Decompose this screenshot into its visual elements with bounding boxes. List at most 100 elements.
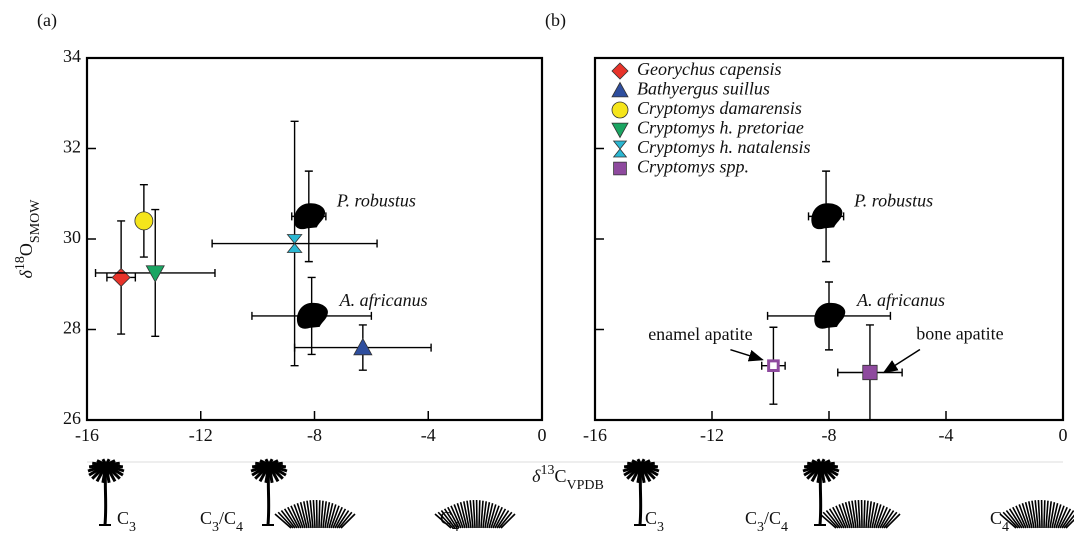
grass-blade [885, 513, 901, 529]
grass-blade [1059, 508, 1072, 529]
grass-blade [469, 500, 474, 529]
grass-blade [324, 502, 331, 529]
grass-blade [453, 504, 464, 529]
legend-marker [613, 161, 627, 176]
hominin-label: P. robustus [336, 191, 416, 211]
grass-blade [450, 505, 462, 529]
legend-marker [612, 140, 628, 158]
x-axis-label-part: δ [532, 466, 541, 486]
grass-blade [1012, 506, 1025, 529]
grass-icon [274, 499, 356, 529]
hominin-skull [814, 302, 846, 329]
vegetation-label-part: 4 [781, 520, 788, 533]
legend-label: Cryptomys h. natalensis [637, 137, 811, 157]
vegetation-label-part: C [117, 508, 129, 528]
grass-blade [871, 503, 879, 529]
grass-blade [328, 504, 337, 529]
x-tick-label: -12 [189, 425, 213, 445]
grass-blade [322, 501, 327, 529]
vegetation-label-part: /C [219, 508, 236, 528]
tree-icon [250, 458, 288, 526]
x-axis-label: δ13CVPDB [532, 463, 604, 493]
grass-blade [318, 500, 321, 529]
panel-label: (a) [37, 10, 57, 31]
legend-marker [611, 122, 629, 139]
hominin-label: P. robustus [853, 191, 933, 211]
vegetation-label-part: 3 [657, 520, 664, 533]
legend-label: Cryptomys damarensis [637, 98, 802, 118]
hominin-skull [294, 203, 326, 230]
hominin-label: A. africanus [339, 290, 428, 310]
grass-blade [819, 513, 837, 529]
grass-blade [883, 511, 898, 529]
x-axis-label-part: 13 [541, 463, 555, 478]
vegetation-label-part: C [645, 508, 657, 528]
y-tick-label: 34 [63, 46, 81, 66]
grass-blade [1061, 510, 1074, 529]
grass-blade [293, 504, 304, 529]
vegetation-label-part: 3 [212, 520, 219, 533]
hominin-skull [811, 203, 843, 230]
legend-label: Cryptomys spp. [637, 157, 749, 177]
point-arrow [730, 348, 764, 362]
grass-blade [287, 506, 300, 529]
grass-blade [463, 501, 470, 529]
grass-blade [484, 502, 491, 529]
grass-blade [482, 501, 487, 529]
grass-blade [1047, 501, 1052, 529]
y-axis-label: δ18OSMOW [13, 199, 43, 279]
y-tick-label: 30 [63, 227, 81, 247]
grass-blade [1043, 500, 1046, 529]
grass-blade [1049, 502, 1056, 529]
grass-blade [326, 503, 334, 529]
legend-label: Bathyergus suillus [637, 79, 770, 99]
grass-blade [312, 499, 316, 529]
grass-blade [437, 511, 454, 529]
grass-blade [835, 505, 847, 529]
grass-blade [851, 500, 857, 529]
grass-blade [1051, 503, 1059, 529]
x-tick-label: 0 [1059, 425, 1068, 445]
panel-label: (b) [545, 10, 566, 31]
x-tick-label: -12 [700, 425, 724, 445]
grass-blade [338, 511, 353, 529]
grass-blade [1065, 518, 1074, 529]
grass-blade [490, 505, 500, 529]
grass-blade [1005, 510, 1021, 529]
point [767, 359, 780, 372]
x-axis-label-part: VPDB [567, 478, 604, 493]
vegetation-label: C3/C4 [200, 508, 243, 533]
grass-blade [480, 500, 484, 529]
grass-blade [848, 501, 855, 529]
grass-blade [1057, 506, 1068, 529]
grass-blade [844, 501, 853, 529]
grass-blade [867, 501, 872, 529]
grass-blade [498, 511, 513, 529]
tree-icon [802, 458, 840, 526]
vegetation-label: C4 [990, 508, 1009, 533]
y-tick-label: 26 [63, 408, 81, 428]
grass-blade [334, 508, 347, 529]
grass-blade [466, 500, 472, 529]
x-tick-label: -8 [822, 425, 837, 445]
legend-marker [611, 62, 629, 80]
grass-blade [306, 500, 312, 529]
x-tick-label: -16 [583, 425, 607, 445]
point [145, 265, 165, 283]
grass-blade [283, 508, 298, 529]
grass-blade [309, 500, 314, 529]
grass-blade [299, 501, 308, 529]
vegetation-label-part: C [200, 508, 212, 528]
grass-blade [478, 500, 481, 529]
grass-icon [819, 499, 901, 529]
x-tick-label: -16 [75, 425, 99, 445]
grass-blade [500, 513, 516, 529]
x-tick-label: -8 [307, 425, 322, 445]
grass-blade [999, 513, 1017, 529]
grass-blade [873, 504, 882, 529]
grass-blade [1002, 511, 1019, 529]
point-label: enamel apatite [648, 324, 752, 344]
legend-label: Cryptomys h. pretoriae [637, 118, 804, 138]
grass-blade [440, 510, 456, 529]
grass-blade [434, 513, 452, 529]
